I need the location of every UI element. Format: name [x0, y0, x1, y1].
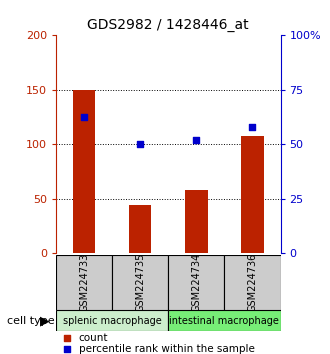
Point: [82, 114, 87, 120]
Text: GSM224734: GSM224734: [191, 253, 201, 312]
Text: count: count: [79, 332, 108, 343]
Text: splenic macrophage: splenic macrophage: [63, 316, 162, 326]
Title: GDS2982 / 1428446_at: GDS2982 / 1428446_at: [87, 18, 249, 32]
Text: GSM224735: GSM224735: [135, 253, 145, 312]
Bar: [185, 190, 208, 253]
Bar: [241, 136, 264, 253]
Text: cell type: cell type: [7, 316, 54, 326]
Text: GSM224736: GSM224736: [248, 253, 257, 312]
Point: [65, 335, 70, 341]
Text: percentile rank within the sample: percentile rank within the sample: [79, 344, 254, 354]
Bar: [56, 255, 112, 310]
Bar: [56, 310, 168, 331]
Point: [65, 346, 70, 352]
Text: ▶: ▶: [40, 314, 50, 327]
Bar: [129, 205, 151, 253]
Text: intestinal macrophage: intestinal macrophage: [170, 316, 279, 326]
Point: [138, 142, 143, 147]
Text: GSM224733: GSM224733: [79, 253, 89, 312]
Bar: [112, 255, 168, 310]
Point: [250, 124, 255, 130]
Bar: [168, 255, 224, 310]
Bar: [168, 310, 280, 331]
Bar: [224, 255, 280, 310]
Bar: [73, 90, 95, 253]
Point: [194, 137, 199, 143]
